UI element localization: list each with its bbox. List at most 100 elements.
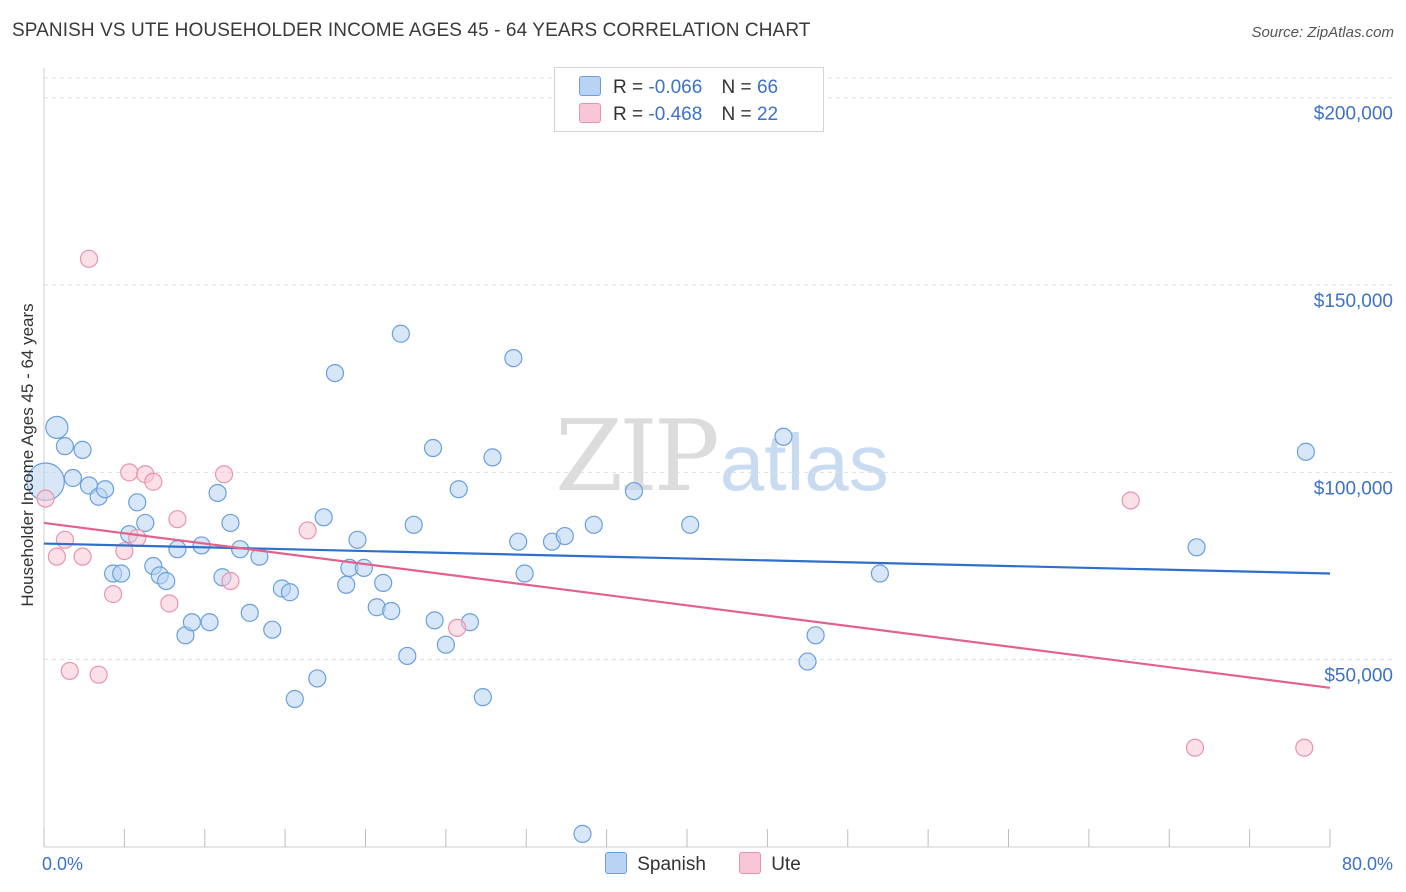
spanish-point <box>870 564 890 583</box>
spanish-point <box>374 573 393 592</box>
ute-point <box>79 249 99 268</box>
ute-point <box>89 665 108 684</box>
spanish-point <box>404 515 423 534</box>
spanish-point <box>168 540 187 559</box>
chart-title: SPANISH VS UTE HOUSEHOLDER INCOME AGES 4… <box>12 20 811 41</box>
spanish-point <box>182 613 201 632</box>
tick-labels: $50,000 $100,000 $150,000 $200,000 0.0% 80.0%… <box>18 104 1393 874</box>
spanish-point <box>806 626 825 645</box>
spanish-point <box>73 440 92 459</box>
y-tick-label: $100,000 <box>1314 478 1393 499</box>
ute-point <box>298 521 317 540</box>
spanish-point <box>473 688 492 707</box>
spanish-point <box>382 601 401 621</box>
spanish-point <box>483 448 502 467</box>
legend-row-spanish: R = -0.066 N = 66 <box>579 76 778 100</box>
spanish-point <box>354 558 373 577</box>
ute-point <box>214 465 234 484</box>
spanish-point <box>240 603 259 622</box>
spanish-point <box>774 427 793 446</box>
spanish-r-value: -0.066 <box>648 77 703 98</box>
spanish-point <box>308 669 327 688</box>
spanish-point <box>423 438 443 458</box>
spanish-point <box>55 437 74 456</box>
correlation-legend: R = -0.066 N = 66 R = -0.468 N = 22 <box>554 67 824 132</box>
spanish-point <box>45 415 69 440</box>
ute-point <box>128 528 147 548</box>
ute-point <box>1121 491 1140 510</box>
spanish-point <box>63 468 83 488</box>
ute-point <box>104 585 123 604</box>
spanish-point <box>436 635 455 654</box>
ute-point <box>36 489 55 508</box>
spanish-point <box>128 493 147 512</box>
spanish-swatch <box>579 76 601 96</box>
y-tick-label: $150,000 <box>1314 291 1393 312</box>
spanish-point <box>200 613 219 632</box>
ute-point <box>60 661 79 681</box>
spanish-n-value: 66 <box>756 77 779 98</box>
ute-point <box>120 463 139 482</box>
ute-point <box>448 618 467 637</box>
grid-lines <box>44 77 1394 661</box>
legend-item-spanish[interactable]: Spanish <box>605 852 706 876</box>
spanish-point <box>449 480 468 499</box>
x-tick-label: 80.0% <box>1342 854 1393 874</box>
spanish-point <box>192 536 211 555</box>
spanish-point <box>555 526 574 546</box>
axes <box>43 68 1331 848</box>
spanish-point <box>681 515 700 534</box>
data-points <box>26 249 1315 843</box>
y-tick-label: $200,000 <box>1314 104 1393 125</box>
ute-trend-line <box>43 521 1331 689</box>
spanish-point <box>509 532 528 551</box>
ute-legend-label: Ute <box>771 854 801 875</box>
spanish-point <box>425 611 444 630</box>
spanish-point <box>624 481 644 501</box>
spanish-point <box>221 513 240 533</box>
ute-r-value: -0.468 <box>648 104 703 125</box>
spanish-point <box>136 513 155 533</box>
ute-point <box>73 547 92 566</box>
spanish-point <box>504 349 523 368</box>
ute-point <box>47 547 66 566</box>
spanish-r-label: R = <box>613 77 644 98</box>
spanish-point <box>798 652 817 671</box>
ute-point <box>144 472 163 491</box>
ute-n-label: N = <box>721 104 752 125</box>
ute-legend-swatch <box>739 852 762 874</box>
spanish-n-label: N = <box>721 77 752 98</box>
spanish-point <box>95 480 115 499</box>
ute-point <box>221 571 240 591</box>
series-legend: Spanish Ute <box>0 852 1406 876</box>
y-tick-label: $50,000 <box>1324 666 1393 687</box>
spanish-legend-swatch <box>605 852 628 874</box>
spanish-point <box>348 530 367 549</box>
trend-lines <box>43 521 1331 689</box>
spanish-point <box>337 575 356 594</box>
spanish-point <box>391 324 410 343</box>
ute-point <box>160 594 179 613</box>
spanish-point <box>112 564 131 583</box>
spanish-point <box>515 564 534 583</box>
ute-r-label: R = <box>613 104 644 125</box>
watermark-atlas: atlas <box>719 418 889 507</box>
ute-point <box>55 530 74 549</box>
spanish-point <box>1296 442 1315 461</box>
ute-point <box>1295 738 1314 757</box>
ute-point <box>1185 738 1205 757</box>
x-tick-label: 0.0% <box>42 854 83 874</box>
legend-item-ute[interactable]: Ute <box>739 852 801 876</box>
ute-point <box>168 510 187 529</box>
spanish-point <box>263 620 282 639</box>
spanish-point <box>285 689 304 709</box>
spanish-point <box>325 363 345 383</box>
spanish-point <box>1187 538 1206 557</box>
ute-point <box>115 541 134 561</box>
ute-swatch <box>579 103 601 123</box>
spanish-point <box>208 483 227 503</box>
spanish-point <box>584 515 603 534</box>
y-axis-label: Householder Income Ages 45 - 64 years <box>18 303 37 606</box>
spanish-point <box>314 508 333 527</box>
